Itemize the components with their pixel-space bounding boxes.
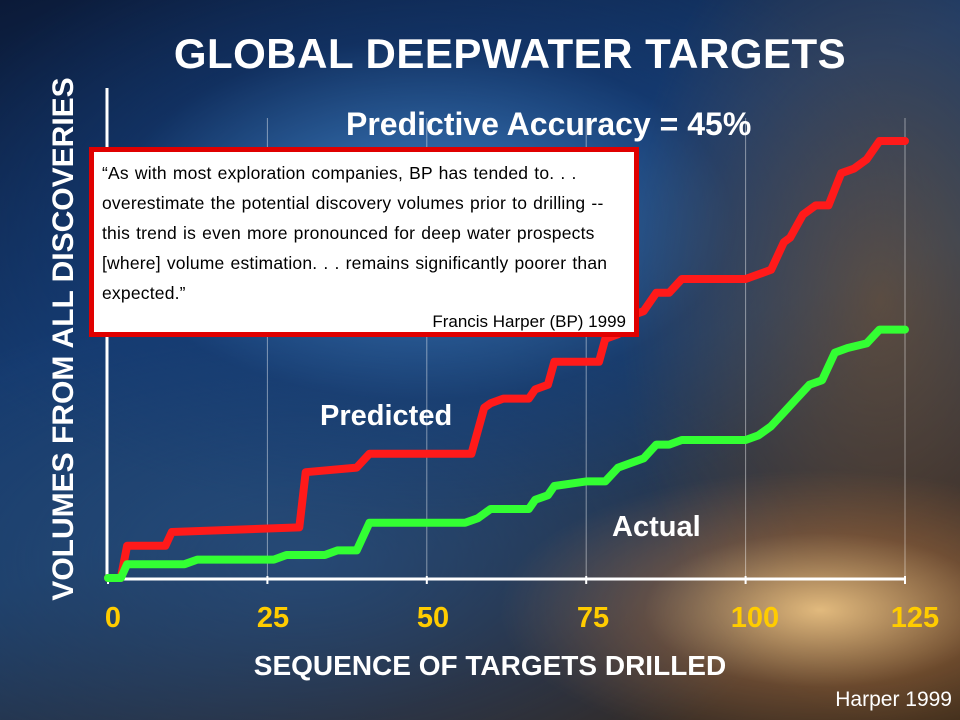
quote-attribution: Francis Harper (BP) 1999 xyxy=(432,312,626,331)
x-axis-label: SEQUENCE OF TARGETS DRILLED xyxy=(253,650,727,681)
quote-text: “As with most exploration companies, BP … xyxy=(102,163,608,303)
x-tick-label: 125 xyxy=(890,602,940,634)
y-axis-label: VOLUMES FROM ALL DISCOVERIES xyxy=(47,77,80,601)
chart-subtitle: Predictive Accuracy = 45% xyxy=(346,106,752,142)
x-tick-label: 75 xyxy=(576,602,610,634)
actual-series-line xyxy=(104,325,909,582)
actual-series-label: Actual xyxy=(612,511,701,543)
x-tick-label: 50 xyxy=(416,602,450,634)
chart-title: GLOBAL DEEPWATER TARGETS xyxy=(173,30,847,77)
x-tick-label: 100 xyxy=(730,602,780,634)
source-credit: Harper 1999 xyxy=(835,688,952,711)
x-tick-label: 25 xyxy=(256,602,290,634)
x-tick-label: 0 xyxy=(104,602,122,634)
quote-box: “As with most exploration companies, BP … xyxy=(89,147,639,337)
predicted-series-label: Predicted xyxy=(320,400,453,432)
